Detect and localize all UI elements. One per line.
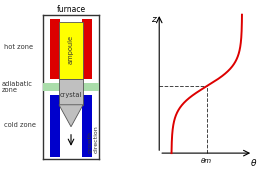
Polygon shape [59,105,83,127]
Text: θ: θ [250,159,256,168]
Bar [43,83,99,91]
Text: cold zone: cold zone [4,122,36,128]
Text: hot zone: hot zone [4,44,33,50]
Text: adiabatic
zone: adiabatic zone [1,81,32,93]
Bar [59,22,83,79]
Bar [82,19,92,79]
Bar [50,19,60,79]
Text: crystal: crystal [60,92,82,98]
Bar [50,95,60,157]
Text: θm: θm [201,158,212,164]
Text: ampoule: ampoule [68,34,74,64]
Text: growth
direction: growth direction [88,126,98,153]
Text: furnace: furnace [57,5,85,14]
Bar [82,95,92,157]
Bar [59,79,83,105]
Text: z: z [151,15,156,24]
